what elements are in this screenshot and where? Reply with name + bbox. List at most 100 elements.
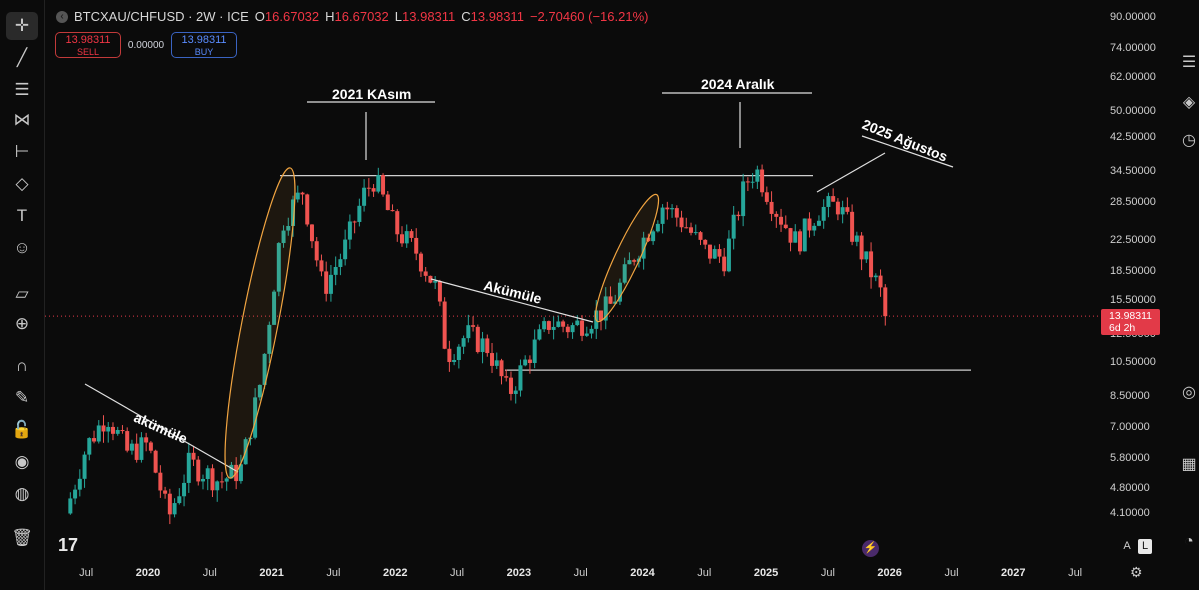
candle-body bbox=[129, 443, 134, 451]
candle-body bbox=[68, 498, 73, 514]
price-tick: 8.50000 bbox=[1110, 390, 1150, 403]
candle-body bbox=[802, 218, 807, 252]
target-icon[interactable]: ◎ bbox=[1182, 384, 1196, 401]
candle-body bbox=[556, 321, 561, 327]
candle-body bbox=[565, 326, 570, 333]
candle-body bbox=[73, 489, 78, 499]
gear-icon[interactable]: ⚙ bbox=[1130, 564, 1143, 580]
candle-body bbox=[452, 359, 457, 363]
candle-body bbox=[622, 264, 627, 283]
time-tick: Jul bbox=[326, 567, 341, 579]
candle-body bbox=[807, 218, 812, 231]
price-tick: 34.50000 bbox=[1110, 164, 1156, 177]
candle-body bbox=[106, 426, 111, 432]
candle-body bbox=[314, 241, 319, 261]
alert-icon[interactable]: ◷ bbox=[1182, 132, 1196, 149]
candle-body bbox=[267, 324, 272, 354]
brush-icon[interactable]: ◇ bbox=[15, 174, 29, 193]
zoom-icon[interactable]: ⊕ bbox=[14, 314, 30, 333]
open-value: 16.67032 bbox=[264, 9, 320, 24]
text-icon[interactable]: T bbox=[16, 206, 28, 225]
collapse-icon[interactable]: ‹ bbox=[56, 10, 68, 23]
time-axis[interactable]: Jul 2020 Jul 2021 Jul 2022 Jul 2023 Jul 2024 Jul 20… bbox=[45, 560, 1106, 590]
candle-body bbox=[201, 478, 206, 482]
pattern-icon[interactable]: ⋈ bbox=[13, 110, 31, 129]
fib-icon[interactable]: ☰ bbox=[14, 80, 30, 99]
candle-body bbox=[333, 267, 338, 275]
symbol-title[interactable]: BTCXAU/CHFUSD · 2W · ICE bbox=[74, 9, 249, 24]
accumulation-trendline-2 bbox=[430, 278, 594, 323]
candle-body bbox=[494, 360, 499, 366]
open-label: O bbox=[254, 9, 265, 24]
candle-body bbox=[584, 333, 589, 336]
candle-body bbox=[475, 326, 480, 353]
price-tick: 62.00000 bbox=[1110, 70, 1156, 83]
candle-body bbox=[561, 321, 566, 327]
measure-icon[interactable]: ⊢ bbox=[14, 142, 30, 161]
magnet-icon[interactable]: ∩ bbox=[15, 356, 29, 375]
price-chart[interactable] bbox=[45, 0, 1106, 560]
candle-body bbox=[110, 426, 115, 434]
eye-icon[interactable]: ◉ bbox=[14, 452, 30, 471]
candle-body bbox=[257, 384, 262, 398]
high-label: H bbox=[325, 9, 335, 24]
buy-button[interactable]: 13.98311 BUY bbox=[171, 32, 237, 58]
trendline-icon[interactable]: ╱ bbox=[16, 48, 28, 67]
time-tick: 2023 bbox=[506, 567, 532, 579]
candle-body bbox=[859, 235, 864, 260]
sell-button[interactable]: 13.98311 SELL bbox=[55, 32, 121, 58]
current-price-countdown: 6d 2h bbox=[1109, 322, 1136, 334]
candle-body bbox=[376, 175, 381, 192]
chat-icon[interactable]: ◔ bbox=[1184, 533, 1194, 550]
candle-body bbox=[689, 227, 694, 233]
crosshair-icon[interactable]: ✛ bbox=[6, 12, 38, 40]
candle-body bbox=[371, 188, 376, 192]
log-scale-button[interactable]: L bbox=[1138, 539, 1152, 554]
price-tick: 42.50000 bbox=[1110, 131, 1156, 144]
candle-body bbox=[537, 329, 542, 340]
time-tick: Jul bbox=[697, 567, 712, 579]
candle-body bbox=[148, 442, 153, 451]
lock-icon[interactable]: 🔓 bbox=[11, 420, 33, 439]
price-axis[interactable]: 90.00000 74.00000 62.00000 50.00000 42.50000… bbox=[1106, 0, 1176, 560]
auto-scale-button[interactable]: A bbox=[1123, 540, 1131, 552]
lock-draw-icon[interactable]: ✎ bbox=[14, 388, 30, 407]
candle-body bbox=[295, 192, 300, 200]
candle-body bbox=[167, 493, 172, 515]
globe-icon[interactable]: ◍ bbox=[14, 484, 30, 503]
low-value: 13.98311 bbox=[402, 9, 456, 24]
bolt-icon[interactable]: ⚡ bbox=[862, 540, 879, 557]
trash-icon[interactable]: 🗑 bbox=[11, 528, 33, 547]
candle-body bbox=[77, 478, 82, 490]
accumulation-trendline-1 bbox=[84, 383, 239, 473]
annotation-2021-kasim: 2021 KAsım bbox=[332, 86, 412, 102]
candle-body bbox=[551, 326, 556, 330]
candle-body bbox=[125, 431, 130, 451]
time-tick: Jul bbox=[1068, 567, 1083, 579]
price-tick: 4.10000 bbox=[1110, 507, 1150, 520]
time-tick: 2021 bbox=[259, 567, 284, 579]
candle-body bbox=[196, 459, 201, 482]
list-icon[interactable]: ☰ bbox=[1181, 54, 1197, 71]
candle-body bbox=[390, 210, 395, 212]
candle-body bbox=[821, 206, 826, 221]
candle-body bbox=[755, 169, 760, 182]
candle-body bbox=[347, 221, 352, 240]
calendar-icon[interactable]: ▦ bbox=[1181, 456, 1197, 473]
candle-body bbox=[357, 205, 362, 222]
candle-body bbox=[831, 196, 836, 202]
candle-body bbox=[864, 251, 869, 260]
candle-body bbox=[779, 216, 784, 225]
emoji-icon[interactable]: ☺ bbox=[13, 238, 31, 257]
candle-body bbox=[362, 187, 367, 206]
candle-body bbox=[262, 353, 267, 385]
candle-body bbox=[826, 196, 831, 207]
candle-body bbox=[172, 503, 177, 515]
layers-icon[interactable]: ◈ bbox=[1182, 94, 1196, 111]
candle-body bbox=[660, 207, 665, 224]
candle-body bbox=[120, 430, 125, 432]
candle-body bbox=[764, 192, 769, 202]
ruler-icon[interactable]: ▱ bbox=[15, 284, 29, 303]
candle-body bbox=[546, 321, 551, 330]
candle-body bbox=[580, 320, 585, 336]
